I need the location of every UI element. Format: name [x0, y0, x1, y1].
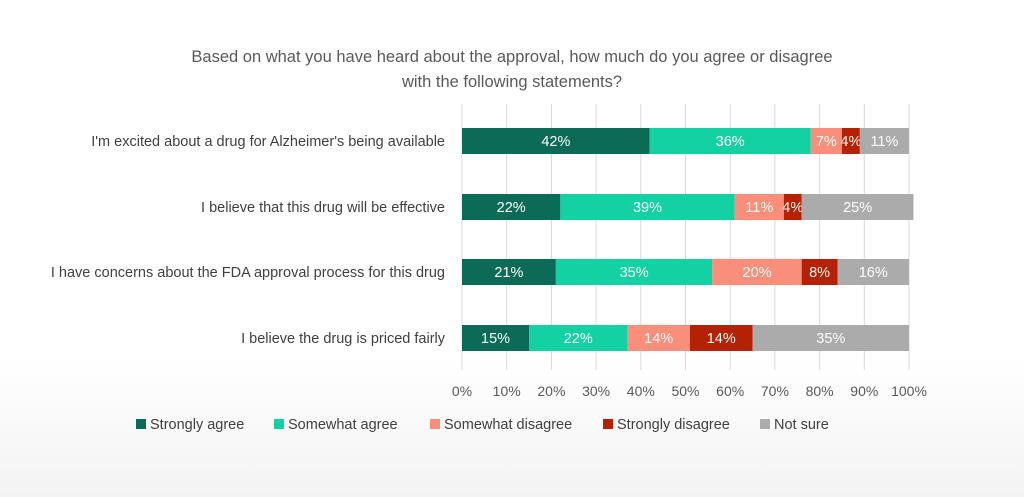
bar-segment [810, 128, 842, 154]
category-label: I'm excited about a drug for Alzheimer's… [91, 134, 445, 150]
x-tick-label: 40% [627, 383, 655, 399]
legend-label: Strongly agree [150, 417, 244, 433]
data-label: 16% [859, 265, 888, 281]
x-tick-label: 80% [806, 383, 834, 399]
data-label: 7% [816, 134, 837, 150]
x-tick-label: 20% [537, 383, 565, 399]
bar-segment [627, 325, 690, 351]
bar-segment [783, 194, 802, 220]
data-label: 21% [494, 265, 523, 281]
bar-segment [529, 325, 628, 351]
category-label: I believe the drug is priced fairly [241, 331, 446, 347]
data-label: 11% [745, 200, 773, 216]
data-label: 36% [716, 134, 745, 150]
data-label: 15% [481, 331, 510, 347]
bar-segment [859, 128, 909, 154]
data-label: 39% [633, 200, 662, 216]
legend-swatch [603, 419, 613, 429]
x-tick-label: 70% [761, 383, 789, 399]
bar-segment [462, 325, 530, 351]
x-tick-label: 60% [716, 383, 744, 399]
bar-segment [734, 194, 784, 220]
x-tick-label: 0% [452, 383, 472, 399]
x-tick-label: 10% [493, 383, 521, 399]
data-label: 35% [620, 265, 649, 281]
bar-segment [560, 194, 735, 220]
legend-item: Strongly agree [136, 417, 244, 433]
data-label: 22% [497, 200, 526, 216]
bar-segment [837, 259, 909, 285]
x-tick-label: 90% [850, 383, 878, 399]
bar-segment [555, 259, 713, 285]
x-tick-label: 50% [671, 383, 699, 399]
data-label: 4% [840, 134, 861, 150]
bar-segment [689, 325, 753, 351]
bar-segment [462, 128, 650, 154]
data-label: 42% [541, 134, 570, 150]
bar-segment [462, 194, 561, 220]
bar-segment [752, 325, 909, 351]
legend-label: Somewhat agree [288, 417, 398, 433]
x-axis-ticks: 0% 10% 20% 30% 40% 50% 60% 70% 80% 90% 100% [452, 383, 927, 399]
data-label: 35% [816, 331, 845, 347]
legend-item: Not sure [760, 417, 829, 433]
data-label: 8% [809, 265, 830, 281]
x-tick-label: 30% [582, 383, 610, 399]
data-label: 14% [644, 331, 673, 347]
legend-label: Strongly disagree [617, 417, 730, 433]
data-label: 4% [782, 200, 803, 216]
bar-segment [649, 128, 811, 154]
legend-label: Not sure [774, 417, 829, 433]
bars: 42% 36% 7% 4% 11%22% 39% 11% 4% 25%21% 35% 20% 8% 16… [462, 128, 914, 351]
legend-swatch [136, 419, 146, 429]
category-label: I have concerns about the FDA approval p… [51, 265, 445, 281]
bar-segment [801, 259, 838, 285]
bar-segment [841, 128, 860, 154]
chart-title-line: Based on what you have heard about the a… [191, 48, 832, 66]
legend-label: Somewhat disagree [444, 417, 572, 433]
legend: Strongly agree Somewhat agree Somewhat dis… [136, 417, 829, 433]
chart-title: Based on what you have heard about the a… [191, 48, 832, 91]
legend-swatch [760, 419, 770, 429]
bar-segment [462, 259, 556, 285]
legend-swatch [430, 419, 440, 429]
data-label: 11% [870, 134, 898, 150]
bar-segment [712, 259, 802, 285]
legend-swatch [274, 419, 284, 429]
x-tick-label: 100% [891, 383, 927, 399]
category-label: I believe that this drug will be effecti… [201, 200, 445, 216]
data-label: 20% [743, 265, 772, 281]
bar-segment [801, 194, 914, 220]
data-label: 22% [564, 331, 593, 347]
data-label: 14% [707, 331, 736, 347]
chart-title-line: with the following statements? [401, 73, 622, 91]
legend-item: Somewhat agree [274, 417, 398, 433]
legend-item: Strongly disagree [603, 417, 730, 433]
category-labels: I'm excited about a drug for Alzheimer's… [51, 134, 446, 347]
data-label: 25% [843, 200, 872, 216]
legend-item: Somewhat disagree [430, 417, 572, 433]
